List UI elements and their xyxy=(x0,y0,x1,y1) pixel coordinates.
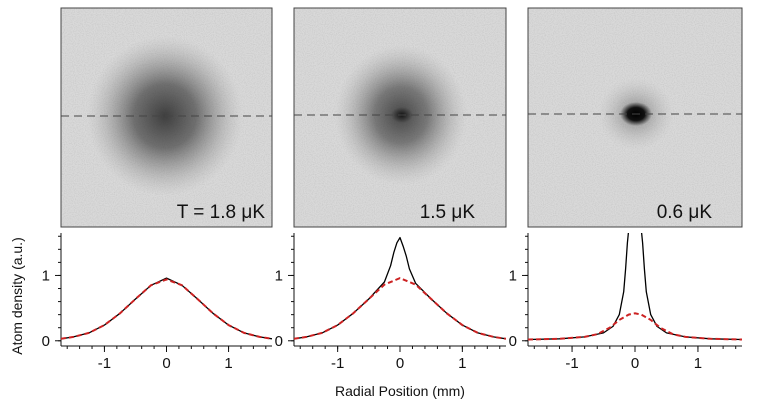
y-tick-label: 0 xyxy=(42,333,50,350)
x-tick-label: -1 xyxy=(565,355,578,372)
measured-profile xyxy=(528,233,742,341)
temperature-label-2: 1.5 μK xyxy=(420,202,476,223)
temperature-label-3: 0.6 μK xyxy=(657,202,713,223)
x-tick-label: 0 xyxy=(162,355,170,372)
fit-curve xyxy=(61,278,272,340)
temperature-label-1: T = 1.8 μK xyxy=(177,202,266,223)
y-tick-label: 0 xyxy=(509,333,517,350)
x-tick-label: 0 xyxy=(631,355,639,372)
x-tick-label: 1 xyxy=(458,355,466,372)
absorption-image-2: 1.5 μK xyxy=(293,7,507,228)
y-tick-label: 1 xyxy=(42,267,50,284)
fit-curve xyxy=(528,312,742,341)
measured-profile xyxy=(61,277,272,340)
x-axis-title: Radial Position (mm) xyxy=(335,383,465,399)
x-tick-label: 0 xyxy=(396,355,404,372)
y-tick-label: 1 xyxy=(509,267,517,284)
x-tick-label: -1 xyxy=(98,355,111,372)
absorption-image-3: 0.6 μK xyxy=(527,7,743,228)
density-profile-3: -1 0 1 0 1 xyxy=(509,233,742,372)
x-tick-label: 1 xyxy=(224,355,232,372)
measured-profile xyxy=(294,236,506,340)
fit-curve xyxy=(294,277,506,340)
density-profile-2: -1 0 1 0 1 xyxy=(275,233,506,372)
x-tick-label: -1 xyxy=(331,355,344,372)
absorption-image-1: T = 1.8 μK xyxy=(60,7,273,228)
y-tick-label: 0 xyxy=(275,333,283,350)
y-axis-title: Atom density (a.u.) xyxy=(9,237,25,355)
y-tick-label: 1 xyxy=(275,267,283,284)
density-profile-1: -1 0 1 0 1 xyxy=(42,233,272,372)
x-tick-label: 1 xyxy=(694,355,702,372)
